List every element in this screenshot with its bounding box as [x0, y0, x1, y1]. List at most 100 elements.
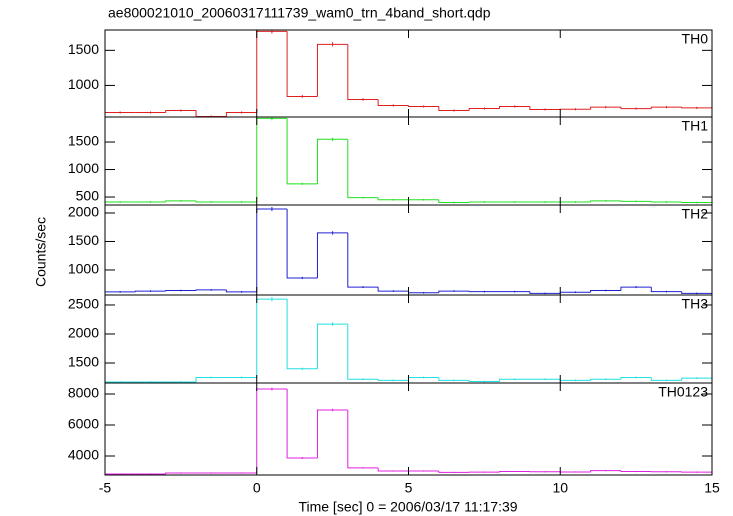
- step-segment: [347, 139, 379, 199]
- y-tick-label: 2500: [68, 296, 99, 312]
- step-segment: [468, 291, 500, 293]
- step-segment: [195, 289, 227, 291]
- x-tick-label: 15: [704, 480, 720, 496]
- step-segment: [377, 197, 409, 201]
- step-segment: [499, 378, 530, 382]
- y-tick-label: 1500: [68, 354, 99, 370]
- step-segment: [529, 291, 561, 294]
- step-segment: [286, 31, 318, 97]
- y-tick-label: 1000: [68, 261, 99, 277]
- panel-frame: [104, 294, 713, 384]
- panel-label: TH3: [682, 296, 709, 312]
- step-segment: [347, 44, 379, 100]
- chart-title: ae800021010_20060317111739_wam0_trn_4ban…: [108, 5, 491, 21]
- step-segment: [195, 376, 227, 383]
- step-segment: [256, 388, 288, 474]
- step-segment: [165, 472, 197, 474]
- step-segment: [165, 200, 197, 202]
- step-segment: [529, 106, 561, 110]
- step-segment: [225, 112, 257, 117]
- panel-frame: [104, 29, 713, 118]
- step-segment: [377, 467, 409, 472]
- y-tick-label: 2000: [68, 204, 99, 220]
- step-segment: [681, 291, 712, 294]
- step-segment: [590, 289, 621, 293]
- step-segment: [468, 201, 500, 203]
- step-segment: [286, 389, 318, 459]
- step-segment: [377, 287, 409, 292]
- step-segment: [468, 108, 500, 111]
- step-segment: [316, 232, 348, 278]
- step-segment: [256, 298, 288, 378]
- step-segment: [620, 286, 652, 291]
- step-segment: [620, 200, 652, 202]
- step-segment: [347, 409, 379, 469]
- panel-frame: [104, 116, 713, 206]
- x-tick-label: 0: [253, 480, 261, 496]
- step-segment: [408, 105, 439, 107]
- panel-label: TH1: [682, 118, 709, 134]
- step-segment: [590, 200, 621, 202]
- step-segment: [256, 208, 288, 292]
- step-segment: [316, 409, 348, 459]
- step-segment: [438, 471, 470, 473]
- step-segment: [499, 105, 530, 109]
- x-axis-label: Time [sec] 0 = 2006/03/17 11:17:39: [298, 499, 517, 515]
- y-tick-label: 1500: [68, 133, 99, 149]
- step-segment: [620, 107, 652, 110]
- y-tick-label: 6000: [68, 416, 99, 432]
- step-segment: [256, 117, 288, 202]
- step-segment: [620, 470, 652, 472]
- y-tick-label: 2000: [68, 325, 99, 341]
- step-segment: [316, 138, 348, 184]
- y-tick-label: 4000: [68, 447, 99, 463]
- step-segment: [316, 43, 348, 97]
- step-segment: [590, 378, 621, 381]
- step-segment: [499, 470, 530, 473]
- step-segment: [681, 107, 712, 109]
- step-segment: [681, 377, 712, 381]
- panel-label: TH2: [682, 206, 709, 222]
- step-segment: [438, 199, 470, 204]
- x-tick-label: 10: [552, 480, 568, 496]
- y-tick-label: 500: [76, 188, 100, 204]
- step-segment: [195, 200, 227, 203]
- step-segment: [650, 201, 682, 203]
- step-segment: [650, 106, 682, 109]
- step-segment: [347, 324, 379, 380]
- y-tick-label: 1500: [68, 41, 99, 57]
- panel-label: TH0123: [658, 384, 708, 400]
- step-segment: [286, 208, 318, 279]
- step-segment: [590, 470, 621, 472]
- y-axis-label: Counts/sec: [33, 217, 49, 287]
- step-segment: [316, 323, 348, 369]
- x-tick-label: 5: [405, 480, 413, 496]
- step-segment: [438, 290, 470, 293]
- step-segment: [650, 287, 682, 293]
- y-tick-label: 1000: [68, 160, 99, 176]
- step-segment: [468, 380, 500, 383]
- step-segment: [225, 289, 257, 293]
- panel-frame: [104, 382, 713, 476]
- step-segment: [165, 109, 197, 113]
- step-segment: [377, 379, 409, 381]
- step-segment: [286, 299, 318, 370]
- step-segment: [134, 290, 166, 292]
- step-segment: [165, 289, 197, 292]
- step-segment: [438, 106, 470, 111]
- step-segment: [347, 232, 379, 288]
- panel-label: TH0: [682, 31, 709, 47]
- y-tick-label: 1000: [68, 76, 99, 92]
- step-segment: [377, 99, 409, 106]
- step-segment: [620, 376, 652, 380]
- step-segment: [681, 201, 712, 204]
- step-segment: [650, 377, 682, 381]
- step-segment: [590, 106, 621, 110]
- y-tick-label: 1500: [68, 232, 99, 248]
- step-segment: [286, 118, 318, 185]
- step-segment: [256, 30, 288, 113]
- step-segment: [438, 377, 470, 381]
- y-tick-label: 8000: [68, 385, 99, 401]
- panel-frame: [104, 204, 713, 296]
